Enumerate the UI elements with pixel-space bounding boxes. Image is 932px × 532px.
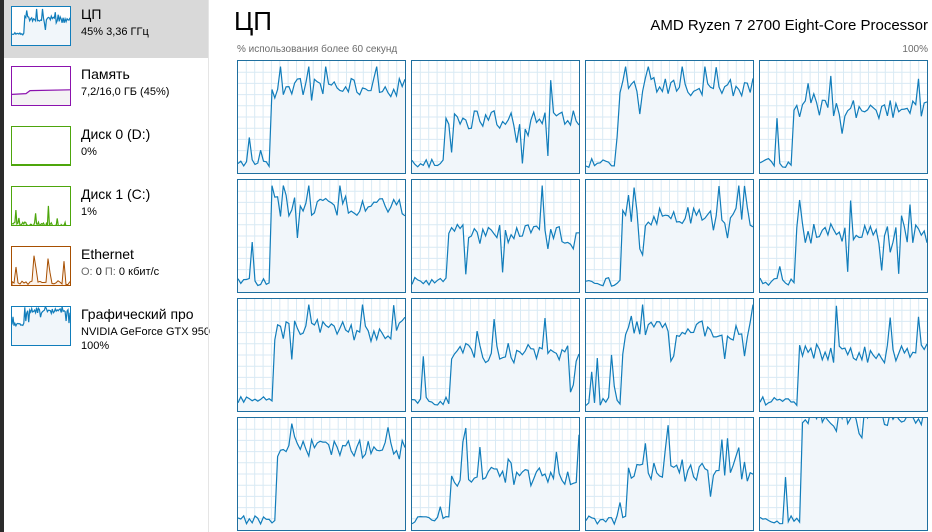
disk-graph-thumbnail bbox=[11, 186, 71, 226]
logical-processor-graph bbox=[237, 298, 406, 412]
receive-label: П: bbox=[104, 266, 116, 278]
sidebar-item-status: О: 0 П: 0 кбит/с bbox=[81, 266, 159, 278]
sidebar-item-label: Диск 1 (C:) bbox=[81, 186, 151, 202]
memory-graph-thumbnail bbox=[11, 66, 71, 106]
sidebar-item-usage: 100% bbox=[81, 340, 110, 352]
sidebar-item-disk1[interactable]: Диск 1 (C:) 1% bbox=[4, 180, 208, 238]
logical-processor-graph bbox=[759, 417, 928, 531]
sidebar-item-label: Память bbox=[81, 66, 130, 82]
cpu-performance-panel: ЦП AMD Ryzen 7 2700 Eight-Core Processor… bbox=[209, 0, 932, 532]
sidebar-item-ethernet[interactable]: Ethernet О: 0 П: 0 кбит/с bbox=[4, 240, 208, 298]
send-label: О: bbox=[81, 266, 93, 278]
processor-name: AMD Ryzen 7 2700 Eight-Core Processor bbox=[650, 17, 928, 34]
receive-value: 0 кбит/с bbox=[118, 266, 160, 278]
sidebar-item-label: ЦП bbox=[81, 6, 102, 22]
logical-processor-graph bbox=[759, 298, 928, 412]
logical-processor-graph bbox=[585, 60, 754, 174]
logical-processor-graph bbox=[411, 179, 580, 293]
logical-processor-graph bbox=[411, 60, 580, 174]
logical-processor-graph bbox=[411, 298, 580, 412]
logical-processor-graph bbox=[411, 417, 580, 531]
sidebar-item-status: 7,2/16,0 ГБ (45%) bbox=[81, 86, 170, 98]
logical-processor-graph bbox=[585, 298, 754, 412]
logical-processor-graph bbox=[237, 179, 406, 293]
sidebar-item-status: 0% bbox=[81, 146, 97, 158]
window-edge bbox=[0, 0, 4, 532]
logical-processor-graph bbox=[237, 60, 406, 174]
gpu-graph-thumbnail bbox=[11, 306, 71, 346]
sidebar-item-label: Ethernet bbox=[81, 246, 134, 262]
network-graph-thumbnail bbox=[11, 246, 71, 286]
logical-processor-graph bbox=[237, 417, 406, 531]
sidebar-item-memory[interactable]: Память 7,2/16,0 ГБ (45%) bbox=[4, 60, 208, 118]
sidebar-item-gpu[interactable]: Графический про NVIDIA GeForce GTX 950 1… bbox=[4, 300, 210, 358]
logical-processor-graph bbox=[759, 179, 928, 293]
page-title: ЦП bbox=[234, 6, 272, 36]
sidebar-item-cpu[interactable]: ЦП 45% 3,36 ГГц bbox=[4, 0, 208, 58]
sidebar-item-status: 1% bbox=[81, 206, 97, 218]
sidebar-item-label: Графический про bbox=[81, 306, 194, 322]
cpu-graph-thumbnail bbox=[11, 6, 71, 46]
sidebar-item-status: 45% 3,36 ГГц bbox=[81, 26, 149, 38]
send-value: 0 bbox=[95, 266, 102, 278]
logical-processor-graph bbox=[759, 60, 928, 174]
usage-axis-label: % использования более 60 секунд bbox=[237, 44, 398, 55]
sidebar: ЦП 45% 3,36 ГГц Память 7,2/16,0 ГБ (45%)… bbox=[4, 0, 210, 532]
sidebar-item-disk0[interactable]: Диск 0 (D:) 0% bbox=[4, 120, 208, 178]
usage-max-label: 100% bbox=[902, 44, 928, 55]
logical-processor-graph bbox=[585, 417, 754, 531]
sidebar-item-status: NVIDIA GeForce GTX 950 bbox=[81, 326, 210, 338]
sidebar-item-label: Диск 0 (D:) bbox=[81, 126, 151, 142]
disk-graph-thumbnail bbox=[11, 126, 71, 166]
sidebar-divider bbox=[208, 0, 209, 532]
logical-processor-graph bbox=[585, 179, 754, 293]
